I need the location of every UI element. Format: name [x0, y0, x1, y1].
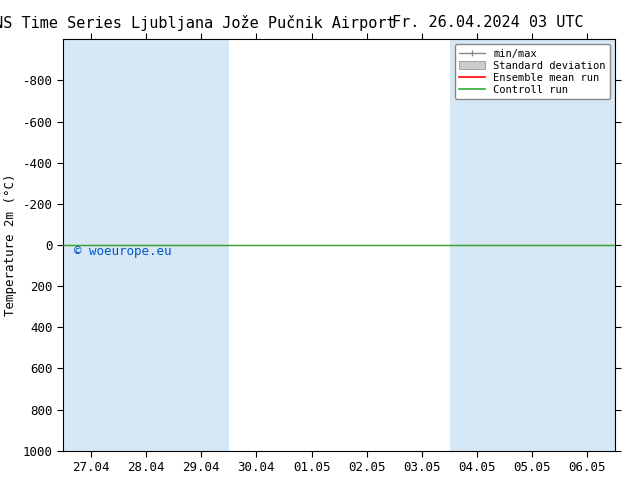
- Text: ENS Time Series Ljubljana Jože Pučnik Airport: ENS Time Series Ljubljana Jože Pučnik Ai…: [0, 15, 396, 31]
- Bar: [450, 39, 505, 451]
- Text: Fr. 26.04.2024 03 UTC: Fr. 26.04.2024 03 UTC: [392, 15, 584, 30]
- Bar: [560, 39, 615, 451]
- Text: © woeurope.eu: © woeurope.eu: [74, 245, 172, 258]
- Bar: [119, 39, 174, 451]
- Y-axis label: Temperature 2m (°C): Temperature 2m (°C): [4, 174, 17, 316]
- Bar: [63, 39, 119, 451]
- Bar: [505, 39, 560, 451]
- Bar: [174, 39, 229, 451]
- Legend: min/max, Standard deviation, Ensemble mean run, Controll run: min/max, Standard deviation, Ensemble me…: [455, 45, 610, 99]
